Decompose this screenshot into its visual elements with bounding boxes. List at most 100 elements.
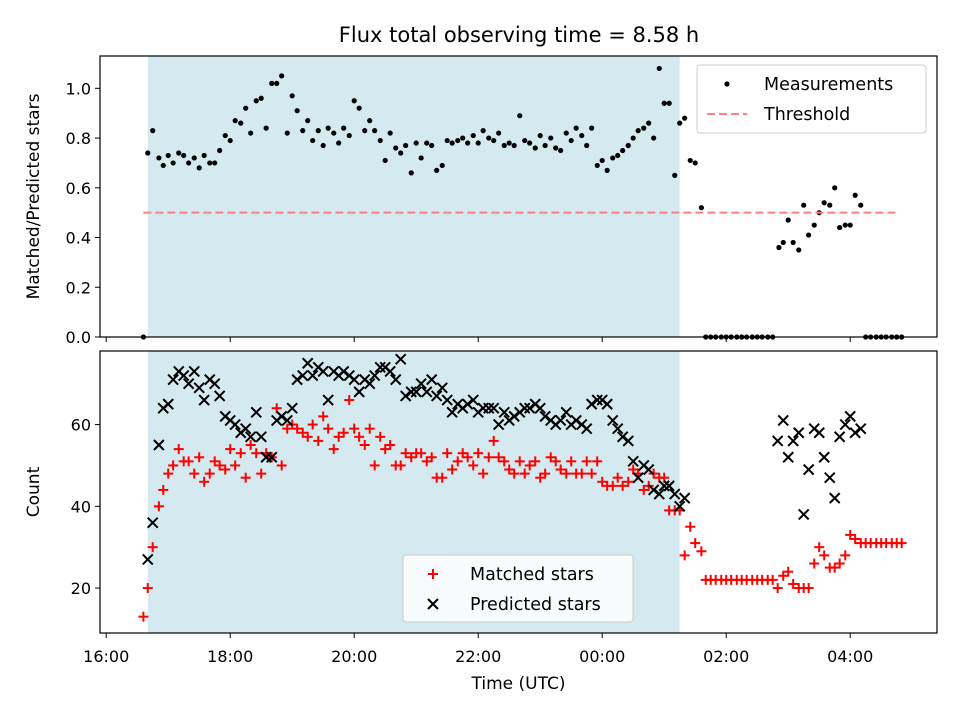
predicted-star-marker: [828, 492, 841, 504]
measurement-point: [506, 140, 512, 146]
measurement-point: [341, 125, 347, 131]
matched-star-marker: [519, 468, 530, 479]
measurement-point: [150, 128, 156, 134]
measurement-point: [367, 118, 373, 124]
matched-star-marker: [442, 448, 453, 459]
predicted-star-marker: [441, 394, 453, 406]
matched-star-marker: [566, 456, 577, 467]
matched-star-marker: [696, 546, 707, 557]
matched-star-marker: [225, 444, 236, 455]
measurement-point: [672, 172, 678, 178]
measurement-point: [517, 113, 523, 119]
predicted-star-marker: [229, 418, 241, 431]
matched-star-marker: [173, 444, 184, 455]
matched-star-marker: [214, 460, 225, 471]
predicted-star-marker: [849, 427, 861, 439]
x-tick-label: 16:00: [83, 647, 129, 666]
predicted-star-marker: [306, 369, 319, 382]
matched-star-marker: [772, 583, 783, 594]
matched-star-marker: [163, 468, 174, 479]
matched-star-marker: [550, 456, 561, 467]
measurement-point: [413, 140, 419, 146]
measurement-point: [434, 167, 440, 173]
measurement-point: [449, 140, 455, 146]
predicted-star-marker: [518, 402, 531, 414]
y-tick-label: 1.0: [66, 79, 91, 98]
measurement-point: [362, 128, 368, 134]
matched-star-marker: [581, 456, 592, 467]
matched-star-marker: [158, 484, 169, 495]
measurement-point: [294, 108, 300, 114]
predicted-star-marker: [239, 422, 252, 435]
measurement-point: [300, 128, 306, 134]
measurement-point: [796, 247, 802, 253]
measurement-point: [568, 137, 574, 144]
predicted-star-marker: [607, 414, 619, 427]
matched-star-marker: [344, 395, 355, 406]
predicted-star-marker: [384, 365, 396, 378]
matched-star-marker: [834, 558, 845, 569]
measurement-point: [232, 118, 238, 124]
predicted-star-marker: [322, 394, 334, 406]
legend-label: Measurements: [764, 75, 893, 95]
measurement-point: [827, 202, 833, 208]
predicted-star-marker: [301, 357, 314, 369]
series-matched-stars: [138, 395, 907, 622]
measurement-point: [522, 137, 528, 144]
measurement-point: [418, 155, 424, 161]
measurement-point: [496, 130, 502, 136]
measurement-point: [656, 65, 662, 72]
matched-star-marker: [328, 444, 339, 455]
ratio-panel: 0.0 0.2 0.4 0.6 0.8 1.0 Matched/Predicted star…: [24, 55, 938, 347]
matched-star-marker: [276, 460, 287, 471]
matched-star-marker: [499, 456, 510, 467]
matched-star-marker: [540, 468, 551, 479]
matched-star-marker: [189, 468, 200, 479]
measurement-point: [842, 222, 848, 228]
predicted-star-marker: [153, 439, 165, 451]
measurement-point: [599, 157, 605, 164]
predicted-star-marker: [436, 382, 448, 394]
measurement-point: [289, 93, 295, 99]
matched-star-marker: [323, 423, 334, 434]
measurement-point: [491, 137, 497, 144]
matched-star-marker: [468, 460, 479, 471]
measurement-point: [801, 202, 807, 208]
y-tick-label: 60: [71, 416, 91, 435]
predicted-star-marker: [570, 414, 582, 427]
measurement-point: [207, 160, 213, 166]
measurement-point: [563, 130, 569, 136]
measurement-point: [181, 152, 187, 159]
measurement-point: [651, 135, 657, 141]
legend-predicted-swatch: [427, 598, 439, 610]
measurement-point: [429, 142, 435, 149]
measurement-point: [315, 128, 321, 134]
matched-star-marker: [400, 448, 411, 459]
matched-star-marker: [251, 448, 262, 459]
measurement-point: [698, 205, 705, 211]
matched-star-marker: [462, 452, 473, 463]
measurement-point: [186, 160, 192, 166]
matched-star-marker: [819, 550, 830, 561]
legend-label: Predicted stars: [470, 595, 601, 615]
predicted-star-marker: [855, 422, 867, 435]
predicted-star-marker: [554, 414, 567, 427]
predicted-star-marker: [405, 386, 417, 398]
predicted-star-marker: [802, 463, 815, 476]
matched-star-marker: [138, 611, 149, 622]
measurement-point: [165, 152, 171, 159]
matched-star-marker: [561, 468, 572, 479]
x-tick-label: 00:00: [579, 647, 625, 666]
predicted-star-marker: [368, 369, 381, 382]
chart-title: Flux total observing time = 8.58 h: [339, 23, 699, 47]
measurement-point: [310, 137, 316, 144]
predicted-star-marker: [771, 435, 784, 447]
predicted-star-marker: [410, 386, 422, 398]
matched-star-marker: [292, 423, 303, 434]
predicted-star-marker: [255, 431, 267, 443]
measurement-point: [372, 128, 378, 134]
measurement-point: [336, 140, 342, 146]
matched-star-marker: [586, 468, 597, 479]
measurement-point: [573, 125, 579, 131]
predicted-star-marker: [658, 480, 670, 492]
